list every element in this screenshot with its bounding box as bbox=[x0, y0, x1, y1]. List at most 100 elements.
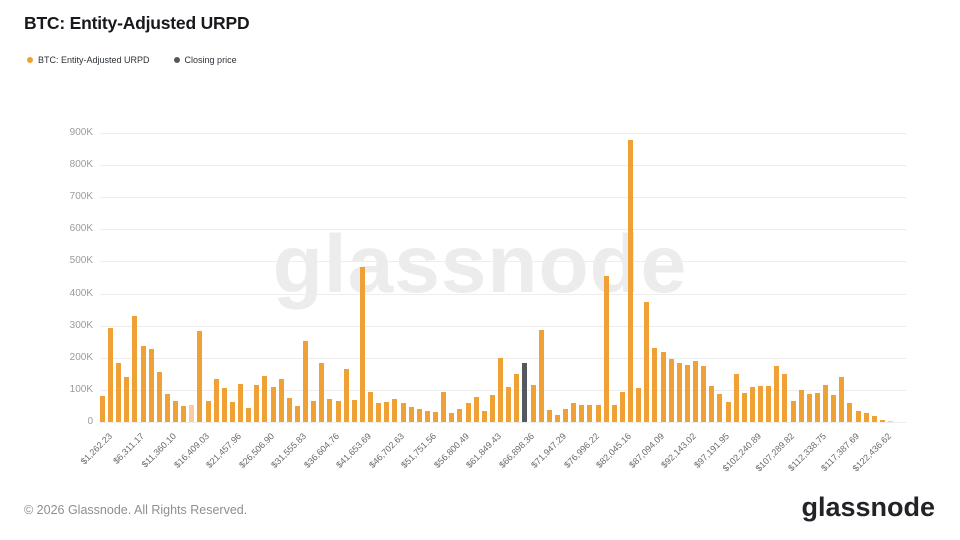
urpd-bar[interactable] bbox=[676, 362, 682, 422]
urpd-bar[interactable] bbox=[831, 395, 837, 422]
urpd-bar[interactable] bbox=[603, 275, 609, 422]
urpd-bar[interactable] bbox=[709, 385, 715, 422]
urpd-bar[interactable] bbox=[368, 391, 374, 422]
urpd-bar[interactable] bbox=[863, 413, 869, 422]
urpd-bar[interactable] bbox=[847, 403, 853, 422]
urpd-bar[interactable] bbox=[433, 411, 439, 422]
urpd-bar[interactable] bbox=[384, 402, 390, 422]
urpd-bar[interactable] bbox=[758, 385, 764, 422]
urpd-bar[interactable] bbox=[636, 388, 642, 422]
urpd-bar[interactable] bbox=[359, 266, 365, 422]
urpd-bar[interactable] bbox=[335, 401, 341, 422]
urpd-bar[interactable] bbox=[221, 387, 227, 422]
urpd-bar[interactable] bbox=[100, 396, 105, 422]
urpd-bar[interactable] bbox=[814, 393, 820, 422]
urpd-bar[interactable] bbox=[546, 410, 552, 422]
urpd-bar[interactable] bbox=[554, 414, 560, 422]
urpd-bar[interactable] bbox=[319, 363, 325, 422]
urpd-bar[interactable] bbox=[530, 385, 536, 422]
urpd-bar[interactable] bbox=[855, 411, 861, 422]
urpd-bar[interactable] bbox=[579, 404, 585, 422]
urpd-bar[interactable] bbox=[587, 404, 593, 422]
urpd-bar[interactable] bbox=[108, 328, 114, 422]
urpd-bar[interactable] bbox=[246, 407, 252, 422]
urpd-bar[interactable] bbox=[189, 405, 195, 422]
urpd-bar[interactable] bbox=[652, 348, 658, 422]
urpd-bar[interactable] bbox=[262, 376, 268, 422]
urpd-bar[interactable] bbox=[132, 315, 138, 422]
urpd-bar[interactable] bbox=[213, 379, 219, 422]
urpd-bar[interactable] bbox=[619, 391, 625, 422]
legend-item-closing-price[interactable]: Closing price bbox=[173, 55, 237, 65]
urpd-bar[interactable] bbox=[684, 365, 690, 422]
urpd-bar[interactable] bbox=[473, 396, 479, 422]
urpd-bar[interactable] bbox=[749, 387, 755, 422]
urpd-bar[interactable] bbox=[733, 374, 739, 422]
urpd-bar[interactable] bbox=[693, 360, 699, 422]
urpd-bar[interactable] bbox=[701, 366, 707, 422]
urpd-bar[interactable] bbox=[156, 371, 162, 422]
urpd-bar[interactable] bbox=[229, 401, 235, 422]
urpd-bar[interactable] bbox=[506, 386, 512, 422]
urpd-bar[interactable] bbox=[376, 403, 382, 422]
legend-item-urpd[interactable]: BTC: Entity-Adjusted URPD bbox=[27, 55, 150, 65]
urpd-bar[interactable] bbox=[782, 374, 788, 422]
urpd-bar[interactable] bbox=[465, 402, 471, 422]
urpd-bar[interactable] bbox=[457, 408, 463, 422]
urpd-bar[interactable] bbox=[164, 394, 170, 422]
urpd-bar[interactable] bbox=[871, 415, 877, 422]
urpd-bar[interactable] bbox=[481, 411, 487, 422]
urpd-bar[interactable] bbox=[441, 391, 447, 422]
urpd-bar[interactable] bbox=[538, 329, 544, 422]
urpd-bar[interactable] bbox=[270, 387, 276, 422]
urpd-bar[interactable] bbox=[766, 385, 772, 422]
urpd-bar[interactable] bbox=[124, 376, 130, 422]
urpd-bar[interactable] bbox=[116, 362, 122, 422]
closing-price-bar[interactable] bbox=[522, 363, 528, 422]
urpd-bar[interactable] bbox=[839, 377, 845, 422]
urpd-bar[interactable] bbox=[205, 401, 211, 422]
urpd-bar[interactable] bbox=[611, 404, 617, 422]
urpd-bar[interactable] bbox=[416, 408, 422, 422]
urpd-bar[interactable] bbox=[823, 385, 828, 422]
urpd-bar[interactable] bbox=[351, 399, 357, 422]
urpd-bar[interactable] bbox=[238, 384, 244, 422]
urpd-bar[interactable] bbox=[400, 403, 406, 422]
urpd-bar[interactable] bbox=[424, 410, 430, 422]
urpd-bar[interactable] bbox=[449, 412, 455, 422]
urpd-bar[interactable] bbox=[294, 405, 300, 422]
urpd-bar[interactable] bbox=[140, 346, 146, 422]
urpd-bar[interactable] bbox=[717, 394, 723, 422]
urpd-bar[interactable] bbox=[303, 340, 309, 422]
urpd-bar[interactable] bbox=[343, 369, 349, 422]
urpd-bar[interactable] bbox=[254, 385, 260, 422]
urpd-bar[interactable] bbox=[741, 393, 747, 422]
urpd-bar[interactable] bbox=[806, 394, 812, 422]
urpd-bar[interactable] bbox=[392, 398, 398, 422]
urpd-bar[interactable] bbox=[327, 398, 333, 422]
urpd-bar[interactable] bbox=[408, 406, 414, 422]
urpd-bar[interactable] bbox=[790, 401, 796, 422]
urpd-bar[interactable] bbox=[197, 330, 203, 422]
urpd-bar[interactable] bbox=[798, 389, 804, 422]
urpd-bar[interactable] bbox=[311, 401, 317, 422]
urpd-bar[interactable] bbox=[498, 357, 504, 422]
urpd-bar[interactable] bbox=[563, 409, 569, 422]
urpd-bar[interactable] bbox=[668, 359, 674, 422]
urpd-bar[interactable] bbox=[774, 366, 780, 422]
urpd-bar[interactable] bbox=[628, 140, 634, 422]
urpd-bar[interactable] bbox=[489, 395, 495, 422]
urpd-bar[interactable] bbox=[571, 403, 577, 422]
urpd-bar[interactable] bbox=[660, 351, 666, 422]
urpd-bar[interactable] bbox=[514, 373, 520, 422]
urpd-bar[interactable] bbox=[148, 349, 154, 422]
urpd-bar[interactable] bbox=[173, 401, 179, 422]
urpd-bar[interactable] bbox=[278, 379, 284, 422]
urpd-bar[interactable] bbox=[181, 405, 187, 422]
urpd-bar[interactable] bbox=[644, 301, 650, 422]
urpd-bar[interactable] bbox=[888, 421, 893, 422]
urpd-bar[interactable] bbox=[286, 398, 292, 422]
urpd-bar[interactable] bbox=[725, 402, 731, 422]
urpd-bar[interactable] bbox=[595, 404, 601, 422]
urpd-bar[interactable] bbox=[879, 420, 885, 422]
